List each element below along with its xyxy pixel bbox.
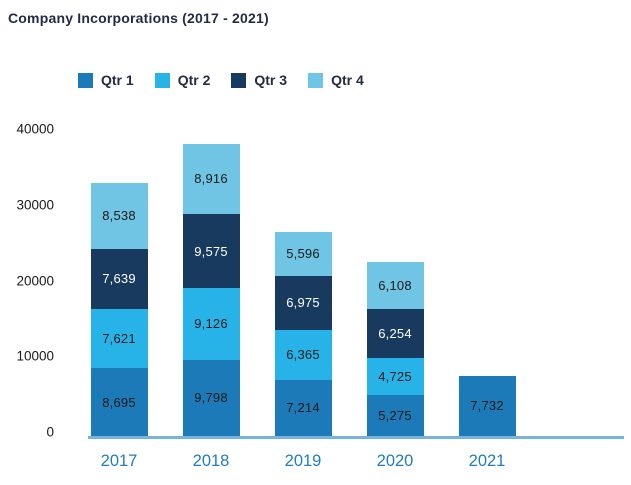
bar-segment-qtr-4: 6,108 [366, 261, 424, 310]
chart-title: Company Incorporations (2017 - 2021) [8, 10, 269, 26]
bar-column-2020: 5,275 4,725 6,254 6,108 [366, 261, 424, 436]
bar-segment-qtr-2: 7,621 [90, 308, 148, 369]
bar-value-label: 9,575 [194, 243, 228, 259]
legend-label: Qtr 3 [254, 72, 288, 88]
bar-segment-qtr-2: 4,725 [366, 358, 424, 395]
bar-column-2021: 7,732 [458, 375, 516, 436]
y-axis-tick-label: 10000 [16, 348, 54, 364]
bar-value-label: 6,975 [286, 295, 320, 311]
legend-swatch-icon [308, 72, 324, 88]
bar-segment-qtr-3: 9,575 [182, 213, 240, 289]
x-axis-label-2021: 2021 [468, 452, 506, 470]
bar-value-label: 9,126 [194, 316, 228, 332]
bar-column-2017: 8,695 7,621 7,639 8,538 [90, 182, 148, 436]
x-axis-label-2019: 2019 [284, 452, 322, 470]
y-axis-tick-label: 40000 [16, 121, 54, 137]
bar-segment-qtr-4: 8,916 [182, 144, 240, 214]
bar-value-label: 4,725 [378, 368, 412, 384]
bar-segment-qtr-3: 6,975 [274, 275, 332, 331]
bar-segment-qtr-1: 5,275 [366, 394, 424, 436]
bar-value-label: 8,538 [102, 208, 136, 224]
legend-item-qtr-4: Qtr 4 [308, 72, 364, 88]
bar-value-label: 8,916 [194, 171, 228, 187]
bar-value-label: 7,214 [286, 400, 320, 416]
legend-label: Qtr 4 [331, 72, 364, 88]
x-axis-line [88, 436, 624, 439]
legend: Qtr 1 Qtr 2 Qtr 3 Qtr 4 [78, 72, 364, 88]
legend-swatch-icon [154, 72, 170, 88]
x-axis-label-2018: 2018 [192, 452, 230, 470]
bar-segment-qtr-2: 9,126 [182, 288, 240, 360]
y-axis-tick-label: 0 [46, 424, 54, 440]
x-axis-label-2020: 2020 [376, 452, 414, 470]
bar-value-label: 7,639 [102, 271, 136, 287]
bar-value-label: 6,365 [286, 347, 320, 363]
legend-item-qtr-2: Qtr 2 [154, 72, 211, 88]
legend-item-qtr-3: Qtr 3 [231, 72, 287, 88]
bar-segment-qtr-1: 7,732 [458, 375, 516, 436]
legend-swatch-icon [78, 72, 93, 88]
bar-segment-qtr-1: 9,798 [182, 359, 240, 436]
bar-segment-qtr-4: 8,538 [90, 182, 148, 250]
bar-segment-qtr-1: 8,695 [90, 368, 148, 436]
bar-value-label: 6,108 [378, 277, 412, 293]
bar-value-label: 5,596 [286, 246, 320, 262]
legend-label: Qtr 2 [177, 72, 211, 88]
x-axis-label-2017: 2017 [100, 452, 138, 470]
bar-column-2018: 9,798 9,126 9,575 8,916 [182, 144, 240, 436]
y-axis-tick-label: 30000 [16, 197, 54, 213]
legend-label: Qtr 1 [101, 72, 134, 88]
bar-value-label: 6,254 [378, 326, 412, 342]
bar-value-label: 7,732 [470, 398, 504, 414]
bar-column-2019: 7,214 6,365 6,975 5,596 [274, 232, 332, 436]
bar-segment-qtr-3: 7,639 [90, 249, 148, 309]
legend-swatch-icon [231, 72, 247, 88]
y-axis-tick-label: 20000 [16, 273, 54, 289]
bar-value-label: 5,275 [378, 407, 412, 423]
bar-value-label: 7,621 [102, 330, 136, 346]
bar-segment-qtr-2: 6,365 [274, 330, 332, 380]
bar-segment-qtr-4: 5,596 [274, 232, 332, 276]
bar-value-label: 9,798 [194, 390, 228, 406]
bar-value-label: 8,695 [102, 394, 136, 410]
bar-segment-qtr-1: 7,214 [274, 379, 332, 436]
legend-item-qtr-1: Qtr 1 [78, 72, 134, 88]
bar-segment-qtr-3: 6,254 [366, 309, 424, 359]
